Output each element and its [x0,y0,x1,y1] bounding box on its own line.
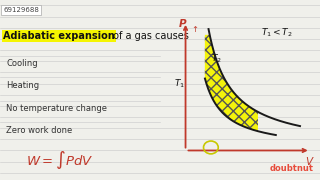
Text: $W = \int PdV$: $W = \int PdV$ [26,149,93,171]
Text: of a gas causes: of a gas causes [110,31,189,41]
Text: V: V [306,157,313,166]
Text: $T_1 < T_2$: $T_1 < T_2$ [261,26,293,39]
Text: 69129688: 69129688 [3,7,39,13]
Text: P: P [179,19,187,29]
Text: $T_1$: $T_1$ [174,77,185,90]
Text: Adiabatic expansion: Adiabatic expansion [3,31,115,41]
Text: Zero work done: Zero work done [6,126,73,135]
Text: doubtnut: doubtnut [270,164,314,173]
Text: $T_2$: $T_2$ [212,53,222,66]
Text: ↑: ↑ [191,25,198,34]
Text: Heating: Heating [6,81,40,90]
Text: No temperature change: No temperature change [6,104,108,113]
Text: Cooling: Cooling [6,59,38,68]
